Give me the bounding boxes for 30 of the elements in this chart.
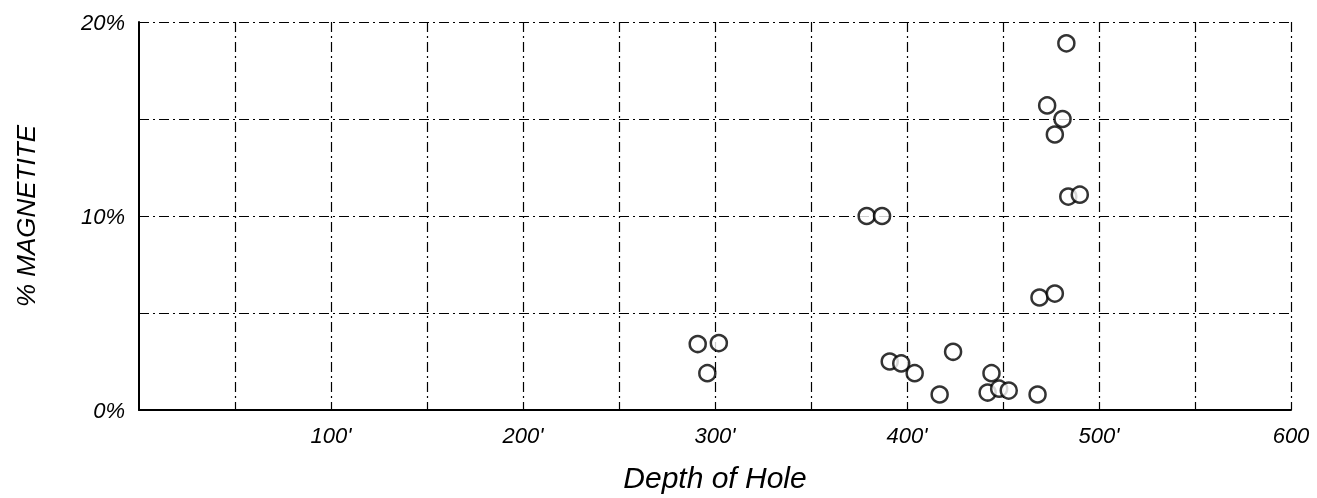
point bbox=[872, 206, 892, 226]
point bbox=[905, 363, 924, 383]
point bbox=[1057, 34, 1076, 53]
point bbox=[1070, 185, 1090, 204]
point bbox=[999, 381, 1019, 400]
x-tick-label: 600 bbox=[1272, 422, 1311, 448]
point bbox=[1053, 109, 1072, 129]
x-tick-label: 300' bbox=[694, 422, 737, 448]
x-tick-label: 200' bbox=[501, 422, 545, 448]
point bbox=[1030, 288, 1049, 307]
y-tick-label: 20% bbox=[79, 9, 125, 35]
x-tick-label: 400' bbox=[886, 422, 929, 448]
y-tick-label: 10% bbox=[80, 203, 125, 229]
point bbox=[943, 342, 963, 362]
x-tick-label: 500' bbox=[1078, 422, 1121, 448]
point bbox=[1037, 96, 1057, 115]
point bbox=[1028, 385, 1047, 404]
point bbox=[709, 333, 729, 353]
point bbox=[982, 363, 1001, 383]
point bbox=[857, 206, 876, 226]
y-axis-title: % MAGNETITE bbox=[11, 124, 41, 308]
point bbox=[1045, 125, 1065, 144]
point bbox=[892, 354, 911, 373]
point bbox=[1045, 284, 1065, 303]
y-tick-label: 0% bbox=[93, 397, 125, 423]
point bbox=[698, 363, 717, 383]
x-axis-title: Depth of Hole bbox=[623, 460, 807, 494]
point bbox=[930, 385, 949, 404]
point bbox=[688, 334, 707, 354]
x-tick-label: 100' bbox=[310, 422, 353, 448]
